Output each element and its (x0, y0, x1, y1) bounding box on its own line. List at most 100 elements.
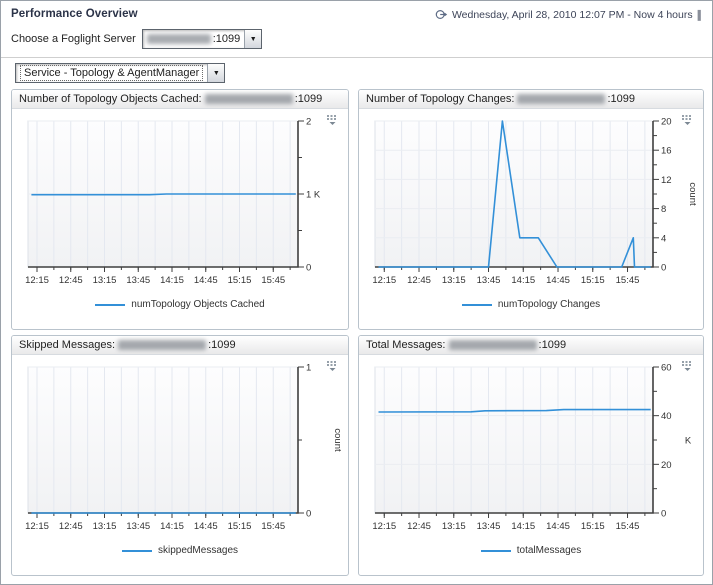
service-select[interactable]: Service - Topology & AgentManager ▼ (15, 63, 226, 83)
chart-svg[interactable]: 12:15 12:45 13:15 13:45 14:15 14:45 15:15 15:45… (12, 355, 348, 541)
chart-total-messages[interactable]: 12:15 12:45 13:15 13:45 14:15 14:45 15:15 15:45… (359, 355, 703, 541)
panel-topology-objects-cached: Number of Topology Objects Cached: :1099… (11, 89, 349, 330)
svg-text:13:45: 13:45 (126, 521, 150, 532)
chart-legend: totalMessages (359, 545, 703, 556)
chart-options-icon[interactable] (326, 114, 339, 126)
chart-options-icon[interactable] (326, 360, 339, 372)
svg-text:4: 4 (661, 233, 666, 244)
svg-text:60: 60 (661, 363, 672, 374)
svg-text:15:45: 15:45 (261, 521, 285, 532)
chart-skipped-messages[interactable]: 12:15 12:45 13:15 13:45 14:15 14:45 15:15 15:45… (12, 355, 348, 541)
svg-text:13:45: 13:45 (126, 275, 150, 286)
chart-svg[interactable]: 12:15 12:45 13:15 13:45 14:15 14:45 15:15 15:45… (12, 109, 348, 295)
chart-legend: numTopology Objects Cached (12, 299, 348, 310)
svg-text:12:45: 12:45 (59, 521, 83, 532)
svg-text:15:15: 15:15 (581, 275, 605, 286)
panel-body: 12:15 12:45 13:15 13:45 14:15 14:45 15:15 15:45… (12, 355, 348, 575)
caret-down-icon[interactable]: ▼ (244, 30, 262, 48)
svg-text:15:45: 15:45 (616, 275, 640, 286)
svg-text:13:15: 13:15 (93, 275, 117, 286)
chart-options-icon[interactable] (681, 360, 694, 372)
svg-text:20: 20 (661, 117, 672, 128)
svg-text:0: 0 (661, 263, 666, 274)
chart-legend: numTopology Changes (359, 299, 703, 310)
svg-text:13:15: 13:15 (93, 521, 117, 532)
panel-title-text: Skipped Messages: (19, 339, 115, 351)
svg-text:40: 40 (661, 411, 672, 422)
svg-text:8: 8 (661, 204, 666, 215)
caret-down-icon[interactable]: ▼ (207, 64, 225, 82)
redacted-server-host (448, 340, 537, 351)
legend-line-swatch (461, 303, 492, 306)
legend-line-swatch (121, 549, 152, 552)
svg-text:12:15: 12:15 (372, 275, 396, 286)
server-chooser-label: Choose a Foglight Server (11, 33, 136, 45)
redacted-server-host (517, 94, 606, 105)
chart-svg[interactable]: 12:15 12:45 13:15 13:45 14:15 14:45 15:15 15:45… (359, 109, 703, 295)
time-range-selector[interactable]: Wednesday, April 28, 2010 12:07 PM - Now… (435, 8, 704, 21)
panel-title-port: :1099 (208, 339, 236, 351)
svg-text:20: 20 (661, 460, 672, 471)
svg-text:14:45: 14:45 (194, 275, 218, 286)
chart-topology-changes[interactable]: 12:15 12:45 13:15 13:45 14:15 14:45 15:15 15:45… (359, 109, 703, 295)
panel-title-port: :1099 (607, 93, 635, 105)
legend-line-swatch (95, 303, 126, 306)
panel-body: 12:15 12:45 13:15 13:45 14:15 14:45 15:15 15:45… (12, 109, 348, 329)
panel-title-text: Total Messages: (366, 339, 446, 351)
svg-text:14:45: 14:45 (546, 275, 570, 286)
panel-skipped-messages: Skipped Messages: :1099 12:15 12:45 13:15 1… (11, 335, 349, 576)
server-chooser-row: Choose a Foglight Server :1099 ▼ (1, 21, 712, 49)
page-title: Performance Overview (11, 8, 138, 20)
time-range-caret-icon: ▌ (697, 9, 704, 20)
svg-text:14:45: 14:45 (194, 521, 218, 532)
svg-text:13:15: 13:15 (442, 521, 466, 532)
panel-title: Number of Topology Changes: :1099 (359, 90, 703, 109)
svg-text:1: 1 (306, 363, 311, 374)
chart-topology-objects-cached[interactable]: 12:15 12:45 13:15 13:45 14:15 14:45 15:15 15:45… (12, 109, 348, 295)
panel-title-text: Number of Topology Objects Cached: (19, 93, 202, 105)
svg-text:12:45: 12:45 (407, 521, 431, 532)
redacted-server-host (118, 340, 207, 351)
svg-text:12:15: 12:15 (25, 275, 49, 286)
legend-line-swatch (480, 549, 511, 552)
server-select[interactable]: :1099 ▼ (141, 29, 263, 49)
chart-options-icon[interactable] (681, 114, 694, 126)
svg-text:14:45: 14:45 (546, 521, 570, 532)
panel-total-messages: Total Messages: :1099 12:15 12:45 13:15 13:… (358, 335, 704, 576)
svg-text:0: 0 (306, 263, 311, 274)
svg-text:12: 12 (661, 175, 672, 186)
separator-line (1, 57, 712, 58)
svg-text:count: count (332, 428, 343, 452)
svg-text:1 K: 1 K (306, 190, 321, 201)
svg-text:0: 0 (306, 509, 311, 520)
svg-text:12:15: 12:15 (25, 521, 49, 532)
server-port-label: :1099 (212, 33, 241, 45)
svg-text:12:15: 12:15 (372, 521, 396, 532)
svg-text:0: 0 (661, 509, 666, 520)
panel-title-text: Number of Topology Changes: (366, 93, 515, 105)
panel-body: 12:15 12:45 13:15 13:45 14:15 14:45 15:15 15:45… (359, 109, 703, 329)
panel-title: Number of Topology Objects Cached: :1099 (12, 90, 348, 109)
svg-text:2: 2 (306, 117, 311, 128)
top-bar: Performance Overview Wednesday, April 28… (1, 1, 712, 21)
chart-svg[interactable]: 12:15 12:45 13:15 13:45 14:15 14:45 15:15 15:45… (359, 355, 703, 541)
svg-text:count: count (687, 182, 698, 206)
svg-text:14:15: 14:15 (160, 275, 184, 286)
service-selector-row: Service - Topology & AgentManager ▼ (1, 58, 712, 89)
legend-label: numTopology Objects Cached (131, 299, 265, 310)
svg-text:12:45: 12:45 (407, 275, 431, 286)
legend-label: totalMessages (516, 545, 582, 556)
svg-text:15:15: 15:15 (228, 275, 252, 286)
clock-arrow-icon (435, 8, 448, 21)
panel-title-port: :1099 (538, 339, 567, 351)
svg-text:12:45: 12:45 (59, 275, 83, 286)
panel-topology-changes: Number of Topology Changes: :1099 12:15 1… (358, 89, 704, 330)
legend-label: skippedMessages (157, 545, 239, 556)
legend-label: numTopology Changes (497, 299, 601, 310)
svg-text:16: 16 (661, 146, 672, 157)
redacted-server-host (146, 34, 211, 44)
panel-title-port: :1099 (294, 93, 323, 105)
svg-text:15:15: 15:15 (228, 521, 252, 532)
svg-text:13:45: 13:45 (477, 521, 501, 532)
